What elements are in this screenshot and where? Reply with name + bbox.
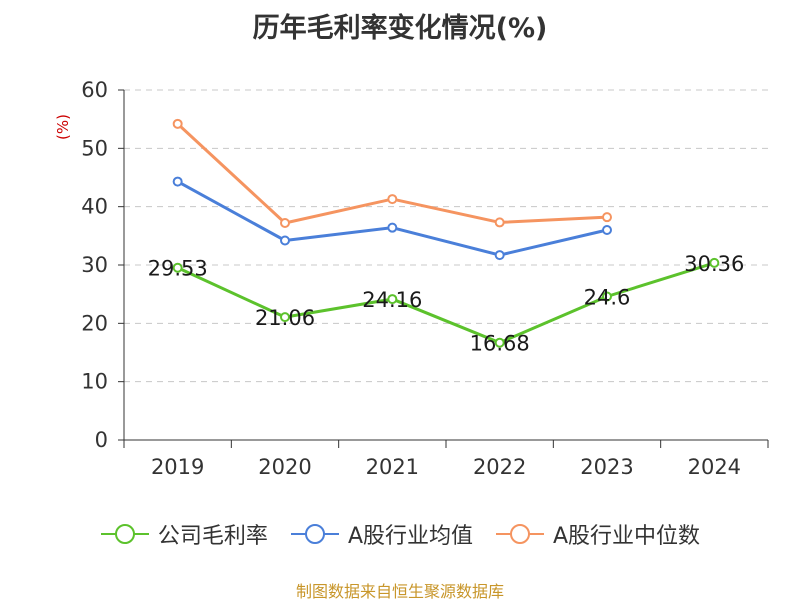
- data-point: [602, 291, 612, 302]
- axes: 0 10 20 30 40 50 60 2019 2020 2021 2022 2023 2024: [81, 78, 769, 479]
- x-tick-label: 2023: [580, 455, 633, 479]
- x-tick-label: 2019: [151, 455, 204, 479]
- x-tick-label: 2021: [366, 455, 419, 479]
- y-tick-label: 40: [81, 195, 108, 219]
- x-tick-label: 2022: [473, 455, 526, 479]
- series: [172, 118, 720, 348]
- y-tick-label: 50: [81, 136, 108, 160]
- y-tick-label: 0: [95, 428, 108, 452]
- y-axis-label: (%): [54, 114, 72, 140]
- data-point: [602, 225, 612, 235]
- legend: 公司毛利率 A股行业均值 A股行业中位数: [0, 518, 800, 550]
- y-tick-label: 30: [81, 253, 108, 277]
- data-label: 16.68: [470, 332, 530, 356]
- series-line: [176, 180, 608, 257]
- data-point: [280, 312, 290, 323]
- legend-label: A股行业均值: [347, 524, 473, 549]
- x-tick-label: 2024: [688, 455, 741, 479]
- data-point: [494, 217, 505, 228]
- data-point: [172, 176, 183, 187]
- y-tick-label: 10: [81, 370, 108, 394]
- data-point: [387, 222, 398, 233]
- data-label: 24.6: [584, 286, 631, 310]
- data-point: [172, 262, 183, 273]
- grid-lines: [124, 89, 768, 383]
- data-label: 30.36: [684, 252, 744, 276]
- data-point: [387, 194, 398, 205]
- data-point: [494, 250, 505, 261]
- data-point: [709, 257, 720, 268]
- data-point: [494, 337, 505, 348]
- legend-item[interactable]: A股行业均值: [290, 518, 473, 550]
- data-label: 24.16: [362, 288, 422, 312]
- data-point: [172, 118, 183, 129]
- y-tick-label: 60: [81, 78, 108, 102]
- data-label: 21.06: [255, 306, 315, 330]
- data-point: [387, 294, 398, 305]
- legend-label: 公司毛利率: [157, 524, 268, 549]
- legend-item[interactable]: A股行业中位数: [495, 518, 700, 550]
- chart-title: 历年毛利率变化情况(%): [252, 13, 548, 44]
- legend-swatch-icon: [100, 524, 149, 544]
- series-line: [176, 122, 608, 225]
- x-tick-label: 2020: [258, 455, 311, 479]
- legend-label: A股行业中位数: [553, 524, 701, 549]
- data-label: 29.53: [148, 257, 208, 281]
- legend-item[interactable]: 公司毛利率: [100, 518, 268, 550]
- data-labels: 29.53 21.06 24.16 16.68 24.6 30.36: [148, 252, 745, 356]
- source-note: 制图数据来自恒生聚源数据库: [295, 582, 504, 601]
- data-point: [280, 235, 290, 246]
- y-tick-label: 20: [81, 311, 108, 335]
- series-line: [177, 261, 715, 345]
- data-point: [602, 212, 612, 223]
- legend-swatch-icon: [496, 524, 544, 544]
- data-point: [280, 218, 290, 228]
- legend-swatch-icon: [290, 524, 339, 544]
